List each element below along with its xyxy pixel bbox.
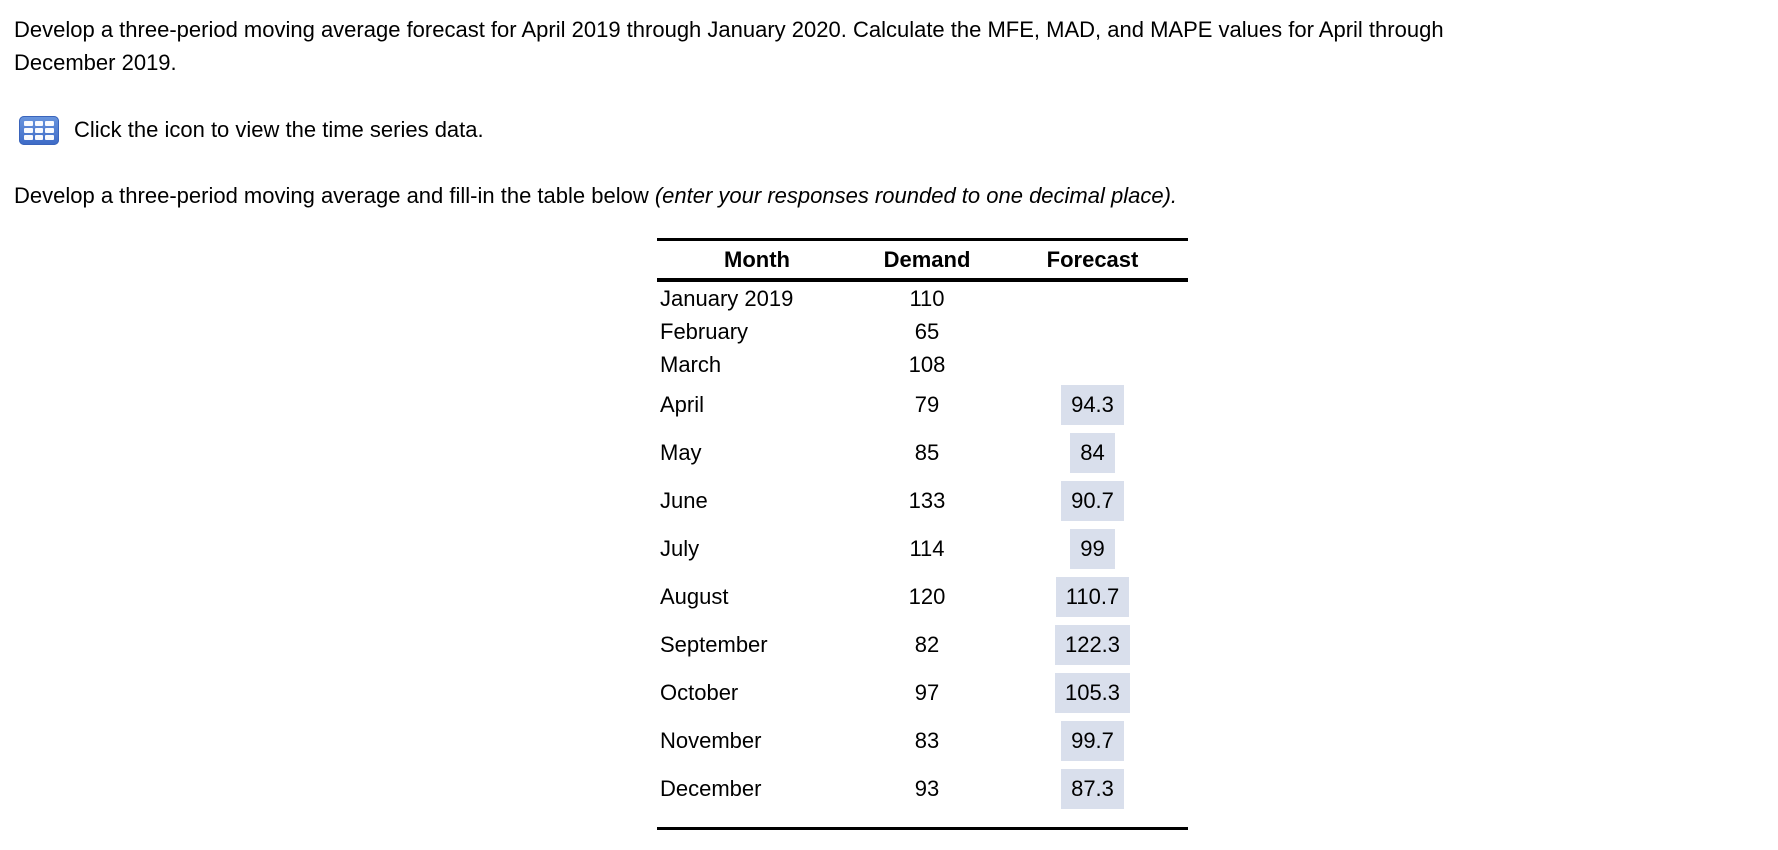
forecast-input[interactable]: 90.7: [1061, 481, 1124, 521]
table-row: December 93 87.3: [657, 765, 1188, 813]
month-cell: December: [660, 776, 762, 801]
demand-cell: 65: [914, 318, 940, 344]
month-cell: October: [660, 680, 739, 705]
icon-grid-cell: [24, 127, 33, 133]
table-row: May 85 84: [657, 429, 1188, 477]
month-cell: August: [660, 584, 729, 609]
demand-cell: 82: [914, 632, 940, 657]
icon-grid-cell: [34, 127, 44, 133]
forecast-input[interactable]: 99.7: [1061, 721, 1124, 761]
forecast-cell: 90.7: [997, 481, 1188, 521]
table-header-row: Month Demand Forecast: [657, 241, 1188, 282]
icon-grid-cell: [45, 127, 54, 133]
demand-cell: 85: [914, 440, 940, 465]
instruction-text: Develop a three-period moving average an…: [0, 181, 1778, 211]
question-text: Develop a three-period moving average fo…: [0, 0, 1778, 79]
icon-grid-cell: [24, 120, 33, 126]
forecast-input[interactable]: 87.3: [1061, 769, 1124, 809]
forecast-cell: 84: [997, 433, 1188, 473]
demand-cell: 120: [908, 584, 946, 609]
demand-cell: 133: [908, 488, 946, 513]
table-row: August 120 110.7: [657, 573, 1188, 621]
view-data-label: Click the icon to view the time series d…: [74, 117, 484, 142]
instruction-normal: Develop a three-period moving average an…: [14, 183, 655, 208]
table-row: April 79 94.3: [657, 381, 1188, 429]
icon-grid-cell: [34, 134, 44, 140]
column-header-forecast: Forecast: [1046, 246, 1139, 272]
table-row: September 82 122.3: [657, 621, 1188, 669]
table-row: January 2019 110: [657, 282, 1188, 315]
demand-cell: 79: [914, 392, 940, 417]
demand-cell: 110: [909, 285, 945, 311]
demand-cell: 108: [908, 351, 946, 377]
table-row: July 114 99: [657, 525, 1188, 573]
question-line-2: December 2019.: [14, 50, 177, 75]
icon-grid-cell: [45, 120, 54, 126]
forecast-cell: 87.3: [997, 769, 1188, 809]
month-cell: July: [660, 536, 700, 561]
column-header-month: Month: [724, 246, 790, 272]
month-cell: June: [660, 488, 708, 513]
view-time-series-data-icon[interactable]: [19, 115, 59, 145]
forecast-input[interactable]: 84: [1070, 433, 1115, 473]
forecast-cell: 99.7: [997, 721, 1188, 761]
question-line-1: Develop a three-period moving average fo…: [14, 17, 1444, 42]
table-row: March 108: [657, 348, 1188, 381]
demand-cell: 114: [909, 536, 945, 561]
forecast-input[interactable]: 110.7: [1055, 577, 1130, 617]
month-cell: September: [660, 632, 768, 657]
forecast-cell: 99: [997, 529, 1188, 569]
forecast-input[interactable]: 99: [1070, 529, 1115, 569]
forecast-cell: 122.3: [997, 625, 1188, 665]
forecast-input[interactable]: 94.3: [1061, 385, 1124, 425]
demand-cell: 97: [914, 680, 940, 705]
demand-cell: 93: [914, 776, 940, 801]
icon-grid-cell: [45, 134, 54, 140]
month-cell: January 2019: [660, 285, 794, 311]
data-link-row: Click the icon to view the time series d…: [0, 115, 1778, 145]
forecast-cell: 110.7: [997, 577, 1188, 617]
month-cell: November: [660, 728, 762, 753]
month-cell: February: [660, 318, 749, 344]
forecast-input[interactable]: 122.3: [1054, 625, 1131, 665]
table-row: June 133 90.7: [657, 477, 1188, 525]
icon-grid-cell: [24, 134, 33, 140]
month-cell: April: [660, 392, 705, 417]
forecast-cell: 94.3: [997, 385, 1188, 425]
demand-cell: 83: [914, 728, 940, 753]
month-cell: May: [660, 440, 702, 465]
forecast-cell: 105.3: [997, 673, 1188, 713]
forecast-table: Month Demand Forecast January 2019 110 F…: [657, 238, 1188, 830]
forecast-input[interactable]: 105.3: [1054, 673, 1131, 713]
column-header-demand: Demand: [883, 246, 971, 272]
month-cell: March: [660, 351, 722, 377]
table-grid-glyph: [24, 120, 54, 140]
instruction-italic: (enter your responses rounded to one dec…: [654, 183, 1178, 208]
table-row: November 83 99.7: [657, 717, 1188, 765]
icon-grid-cell: [34, 120, 44, 126]
table-row: February 65: [657, 315, 1188, 348]
table-row: October 97 105.3: [657, 669, 1188, 717]
